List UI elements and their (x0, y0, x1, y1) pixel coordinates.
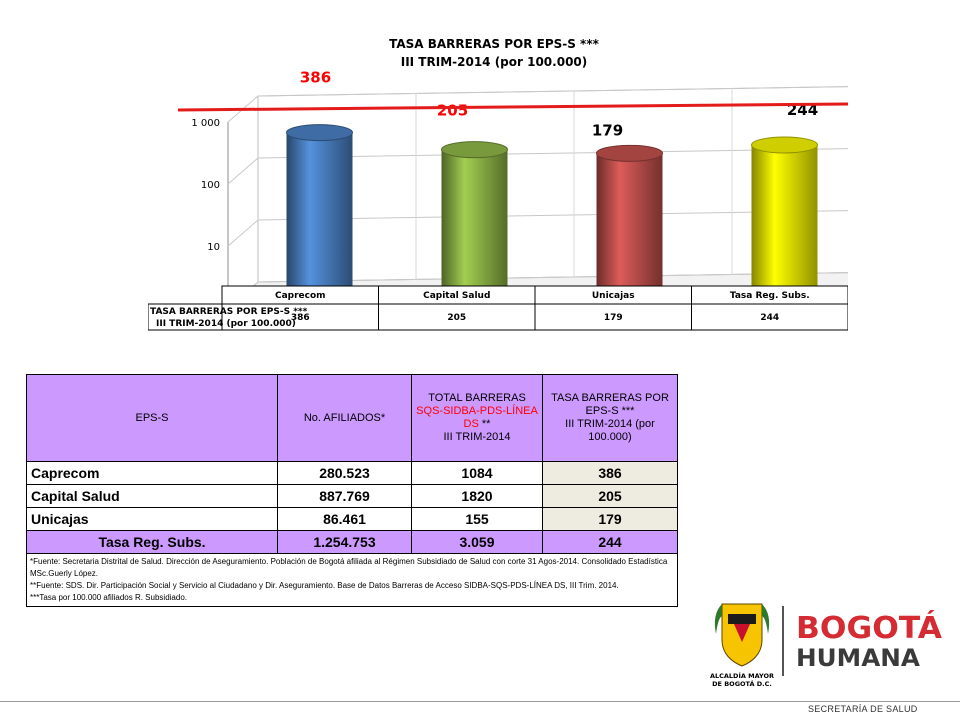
data-table-value: 179 (604, 313, 623, 323)
cell-tasa: 205 (542, 484, 678, 508)
alcaldia-text-1: ALCALDÍA MAYOR (710, 671, 774, 680)
data-label: 386 (300, 69, 331, 87)
cell-total-eps: Tasa Reg. Subs. (26, 530, 278, 554)
category-label: Tasa Reg. Subs. (730, 291, 810, 301)
bar-chart: TASA BARRERAS POR EPS-S *** III TRIM-2014… (148, 28, 848, 346)
data-table-value: 386 (291, 313, 310, 323)
table-header-row: EPS-S No. AFILIADOS* TOTAL BARRERAS SQS-… (26, 374, 678, 462)
cell-eps: Unicajas (26, 507, 278, 531)
data-table-body (148, 303, 848, 331)
bogota-humana-logo: BOGOTÁ HUMANA (796, 610, 943, 672)
table-footnote-row: *Fuente: Secretaria Distrital de Salud. … (26, 553, 678, 607)
footnotes: *Fuente: Secretaria Distrital de Salud. … (26, 553, 678, 607)
y-tick-label: 10 (207, 242, 220, 253)
humana-word: HUMANA (796, 644, 920, 672)
data-table-value: 244 (760, 313, 779, 323)
header-tasa: TASA BARRERAS POR EPS-S *** III TRIM-201… (542, 374, 678, 462)
table-row: Unicajas 86.461 155 179 (26, 507, 678, 531)
header-barreras-line2: SQS-SIDBA-PDS-LÍNEA DS (416, 405, 538, 430)
header-afiliados: No. AFILIADOS* (277, 374, 412, 462)
category-label: Capital Salud (423, 291, 490, 301)
gridline (227, 86, 848, 123)
cell-barreras: 1084 (411, 461, 543, 485)
bogota-word: BOGOTÁ (796, 610, 943, 646)
y-tick-label: 1 000 (191, 118, 220, 129)
category-label: Caprecom (275, 291, 326, 301)
data-table-value: 205 (447, 313, 466, 323)
alcaldia-text-2: DE BOGOTÁ D.C. (712, 679, 772, 688)
header-eps: EPS-S (26, 374, 278, 462)
chart-svg: TASA BARRERAS POR EPS-S *** III TRIM-2014… (148, 37, 848, 331)
header-tasa-line2: III TRIM-2014 (por 100.000) (565, 418, 655, 443)
header-tasa-line1: TASA BARRERAS POR EPS-S *** (551, 392, 669, 417)
gridline (227, 148, 848, 185)
logo-divider (782, 606, 784, 676)
reference-line (177, 102, 848, 112)
cell-eps: Capital Salud (26, 484, 278, 508)
cell-total-tasa: 244 (542, 530, 678, 554)
bar-top (751, 136, 818, 154)
footnote: **Fuente: SDS. Dir. Participación Social… (30, 581, 619, 590)
footnote: *Fuente: Secretaria Distrital de Salud. … (30, 557, 668, 578)
cell-eps: Caprecom (26, 461, 278, 485)
cell-total-afiliados: 1.254.753 (277, 530, 412, 554)
table-row: Capital Salud 887.769 1820 205 (26, 484, 678, 508)
gridline (227, 210, 848, 247)
footnote: ***Tasa por 100.000 afiliados R. Subsidi… (30, 593, 187, 602)
secretaria-label: SECRETARÍA DE SALUD (808, 704, 918, 714)
bar (286, 132, 353, 295)
bar (751, 144, 818, 295)
y-tick-label: 100 (201, 180, 220, 191)
header-barreras-line3: ** (481, 418, 491, 430)
cell-afiliados: 86.461 (277, 507, 412, 531)
table-row: Caprecom 280.523 1084 386 (26, 461, 678, 485)
eps-table: EPS-S No. AFILIADOS* TOTAL BARRERAS SQS-… (26, 374, 678, 607)
bar-top (286, 124, 353, 142)
cell-afiliados: 280.523 (277, 461, 412, 485)
bottom-rule (0, 701, 960, 702)
table-total-row: Tasa Reg. Subs. 1.254.753 3.059 244 (26, 530, 678, 554)
data-table-series-name-2: III TRIM-2014 (por 100.000) (156, 319, 296, 329)
chart-subtitle: III TRIM-2014 (por 100.000) (401, 55, 588, 69)
cell-afiliados: 887.769 (277, 484, 412, 508)
alcaldia-shield-logo: ALCALDÍA MAYOR DE BOGOTÁ D.C. (710, 603, 774, 688)
data-label: 179 (592, 121, 623, 139)
cell-tasa: 179 (542, 507, 678, 531)
cell-barreras: 1820 (411, 484, 543, 508)
bar (441, 149, 508, 295)
data-table-series-name-1: TASA BARRERAS POR EPS-S *** (150, 307, 308, 317)
bar (596, 153, 663, 295)
cell-total-barreras: 3.059 (411, 530, 543, 554)
header-total-barreras: TOTAL BARRERAS SQS-SIDBA-PDS-LÍNEA DS **… (411, 374, 543, 462)
data-label: 205 (437, 102, 468, 120)
bar-top (441, 141, 508, 159)
bar-top (596, 144, 663, 162)
cell-barreras: 155 (411, 507, 543, 531)
category-label: Unicajas (592, 291, 635, 301)
cell-tasa: 386 (542, 461, 678, 485)
header-barreras-line4: III TRIM-2014 (443, 431, 511, 443)
chart-title: TASA BARRERAS POR EPS-S *** (389, 37, 600, 51)
header-barreras-line1: TOTAL BARRERAS (428, 392, 526, 404)
